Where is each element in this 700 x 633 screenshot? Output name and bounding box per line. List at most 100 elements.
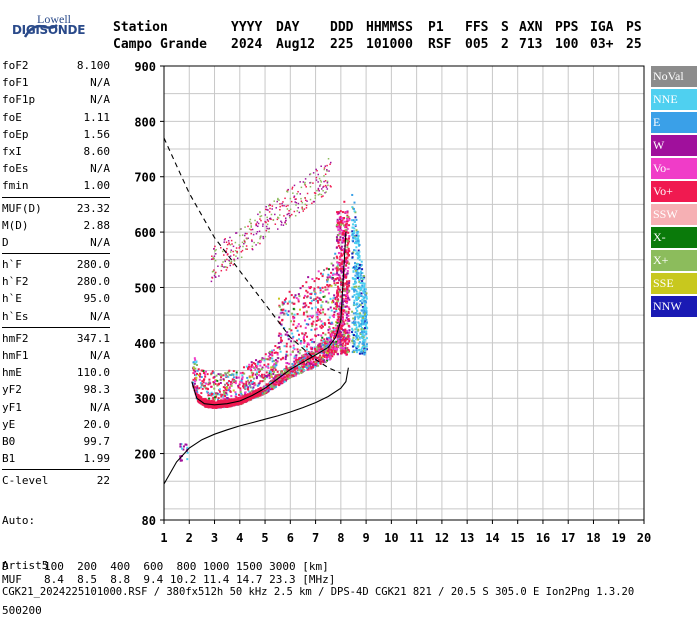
echo-point	[336, 218, 339, 221]
param-value: 98.3	[83, 383, 111, 397]
echo-point	[229, 381, 232, 384]
legend-item-w: W	[651, 135, 697, 158]
echo-point	[275, 380, 278, 383]
echo-point	[250, 369, 253, 372]
echo-point	[224, 375, 227, 378]
echo-point	[239, 400, 242, 403]
echo-point	[359, 351, 362, 354]
echo-point	[303, 340, 306, 343]
echo-point	[295, 356, 298, 359]
param-value: 8.60	[83, 144, 111, 158]
echo-point	[320, 193, 323, 196]
echo-point	[302, 210, 305, 212]
echo-point	[332, 336, 335, 339]
echo-point	[364, 324, 367, 327]
echo-point	[362, 307, 365, 310]
echo-point	[297, 323, 300, 326]
echo-point	[233, 258, 235, 261]
echo-point	[306, 357, 309, 360]
echo-point	[285, 365, 288, 368]
echo-point	[304, 302, 307, 305]
echo-point	[237, 376, 240, 379]
echo-point	[325, 300, 328, 303]
echo-point	[251, 387, 254, 390]
echo-point	[326, 352, 329, 355]
echo-point	[334, 267, 337, 270]
echo-point	[260, 360, 263, 363]
echo-point	[213, 392, 216, 395]
echo-point	[279, 205, 281, 208]
echo-point	[360, 281, 363, 284]
echo-point	[353, 344, 356, 347]
echo-point	[277, 216, 279, 219]
echo-point	[186, 446, 189, 449]
echo-point	[280, 224, 283, 226]
echo-point	[268, 358, 271, 361]
echo-point	[327, 356, 330, 359]
echo-point	[293, 355, 296, 358]
echo-point	[200, 392, 203, 395]
echo-point	[255, 375, 258, 378]
echo-point	[269, 204, 272, 206]
echo-point	[324, 191, 326, 194]
echo-point	[226, 254, 229, 256]
echo-point	[306, 361, 309, 364]
echo-point	[207, 383, 210, 386]
echo-point	[318, 177, 321, 180]
echo-point	[326, 342, 329, 345]
param-row: foF1 N/A	[2, 74, 110, 91]
echo-point	[243, 396, 246, 399]
echo-point	[321, 336, 324, 339]
echo-point	[264, 387, 267, 390]
echo-point	[346, 292, 349, 295]
param-value: 280.0	[76, 258, 110, 272]
echo-point	[257, 383, 260, 386]
echo-point	[310, 328, 313, 331]
echo-point	[281, 202, 283, 205]
echo-point	[364, 322, 367, 325]
echo-point	[288, 216, 291, 219]
echo-point	[306, 291, 309, 294]
auto-version: 500200	[2, 604, 42, 617]
echo-point	[277, 357, 280, 360]
echo-point	[339, 336, 342, 339]
echo-point	[324, 349, 327, 352]
echo-point	[271, 208, 273, 210]
electron-density-profile	[163, 367, 349, 485]
echo-point	[300, 358, 303, 361]
echo-point	[268, 231, 270, 233]
echo-point	[222, 378, 225, 381]
echo-point	[264, 235, 267, 238]
echo-point	[278, 304, 281, 307]
echo-point	[252, 366, 255, 369]
echo-point	[357, 338, 360, 341]
echo-point	[354, 334, 357, 337]
echo-point	[351, 193, 354, 196]
echo-point	[315, 319, 318, 322]
echo-point	[276, 351, 279, 354]
echo-point	[337, 273, 340, 276]
echo-point	[322, 195, 324, 197]
echo-point	[246, 238, 248, 240]
echo-point	[332, 326, 335, 329]
param-value: 23.32	[76, 201, 110, 215]
echo-point	[284, 217, 287, 219]
echo-point	[197, 393, 200, 396]
echo-point	[212, 376, 215, 379]
echo-point	[282, 381, 285, 384]
echo-point	[327, 350, 330, 353]
echo-point	[319, 179, 322, 182]
echo-point	[355, 271, 358, 274]
echo-point	[232, 402, 235, 405]
echo-point	[344, 328, 347, 331]
echo-point	[255, 232, 258, 235]
echo-point	[214, 392, 217, 395]
echo-point	[355, 281, 358, 284]
echo-point	[332, 353, 335, 356]
x-tick-label: 4	[236, 531, 243, 545]
echo-point	[230, 249, 233, 251]
echo-point	[299, 342, 302, 345]
echo-point	[297, 190, 299, 193]
echo-point	[303, 208, 306, 210]
echo-point	[361, 280, 364, 283]
